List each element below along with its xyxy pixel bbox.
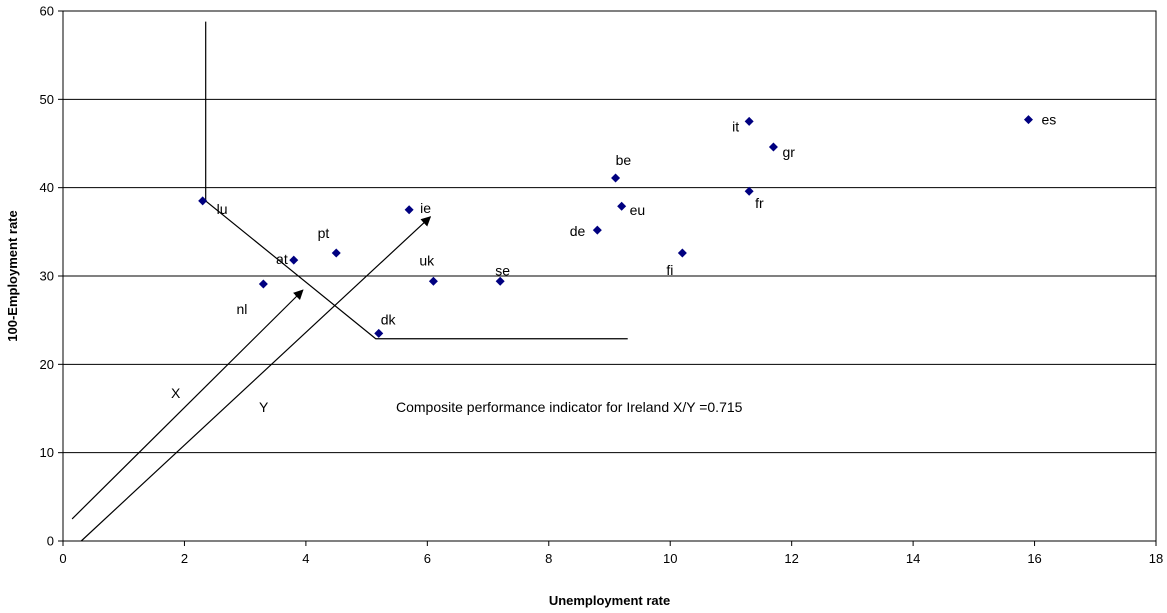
point-pt: pt	[318, 225, 341, 258]
point-marker	[744, 116, 754, 126]
point-label: dk	[381, 311, 397, 327]
point-label: eu	[630, 202, 646, 218]
y-tick-label: 0	[47, 534, 54, 549]
point-marker	[768, 142, 778, 152]
x-tick-labels: 0 2 4 6 8 10 12 14 16 18	[59, 541, 1163, 566]
x-tick-label: 16	[1027, 551, 1041, 566]
x-tick-label: 6	[424, 551, 431, 566]
x-tick-label: 14	[906, 551, 920, 566]
point-label: fi	[666, 262, 673, 278]
annotations: X Y Composite performance indicator for Ir…	[71, 21, 743, 542]
point-marker	[617, 201, 627, 211]
point-label: fr	[755, 195, 764, 211]
frontier-line	[205, 21, 628, 340]
y-tick-label: 40	[40, 180, 54, 195]
point-fr: fr	[744, 186, 764, 211]
point-label: it	[732, 118, 739, 134]
point-it: it	[732, 116, 754, 134]
y-tick-label: 60	[40, 4, 54, 19]
point-label: lu	[217, 201, 228, 217]
x-tick-label: 8	[545, 551, 552, 566]
x-tick-label: 2	[181, 551, 188, 566]
y-distance-arrow	[80, 216, 432, 542]
point-label: ie	[420, 200, 431, 216]
point-de: de	[570, 223, 602, 239]
x-distance-arrow	[71, 289, 304, 520]
point-label: se	[495, 262, 510, 278]
point-label: at	[276, 251, 288, 267]
y-tick-labels: 0 10 20 30 40 50 60	[40, 4, 63, 549]
x-tick-label: 4	[302, 551, 309, 566]
point-marker	[677, 248, 687, 258]
x-tick-label: 12	[784, 551, 798, 566]
point-se: se	[495, 262, 510, 286]
point-marker	[198, 196, 208, 206]
x-arrow-label: X	[171, 385, 181, 401]
point-label: be	[616, 152, 632, 168]
point-marker	[744, 186, 754, 196]
point-be: be	[611, 152, 631, 183]
point-gr: gr	[768, 142, 795, 160]
point-marker	[428, 276, 438, 286]
point-es: es	[1023, 112, 1056, 128]
point-marker	[289, 255, 299, 265]
composite-indicator-annotation: Composite performance indicator for Irel…	[396, 399, 743, 415]
point-marker	[404, 205, 414, 215]
point-marker	[1023, 115, 1033, 125]
y-tick-label: 20	[40, 357, 54, 372]
point-fi: fi	[666, 248, 687, 278]
point-label: pt	[318, 225, 330, 241]
x-tick-label: 0	[59, 551, 66, 566]
x-tick-label: 10	[663, 551, 677, 566]
point-eu: eu	[617, 201, 646, 218]
point-label: gr	[782, 144, 795, 160]
y-arrow-label: Y	[259, 399, 269, 415]
y-tick-label: 10	[40, 445, 54, 460]
point-nl: nl	[236, 279, 268, 317]
point-label: es	[1041, 112, 1056, 128]
point-marker	[611, 173, 621, 183]
point-label: uk	[419, 252, 435, 268]
gridlines	[63, 98, 1156, 454]
point-label: de	[570, 223, 586, 239]
point-ie: ie	[404, 200, 431, 216]
point-marker	[495, 276, 505, 286]
point-dk: dk	[374, 311, 397, 338]
y-axis-title: 100-Employment rate	[5, 210, 20, 342]
point-marker	[331, 248, 341, 258]
point-marker	[374, 328, 384, 338]
data-points: lu nl at pt dk ie uk se de be eu fi fr it gr es	[198, 112, 1056, 338]
point-lu: lu	[198, 196, 228, 217]
point-at: at	[276, 251, 299, 267]
point-marker	[592, 225, 602, 235]
y-tick-label: 50	[40, 92, 54, 107]
point-marker	[258, 279, 268, 289]
x-axis-title: Unemployment rate	[549, 593, 670, 608]
point-uk: uk	[419, 252, 438, 286]
x-tick-label: 18	[1149, 551, 1163, 566]
point-label: nl	[236, 301, 247, 317]
y-tick-label: 30	[40, 269, 54, 284]
